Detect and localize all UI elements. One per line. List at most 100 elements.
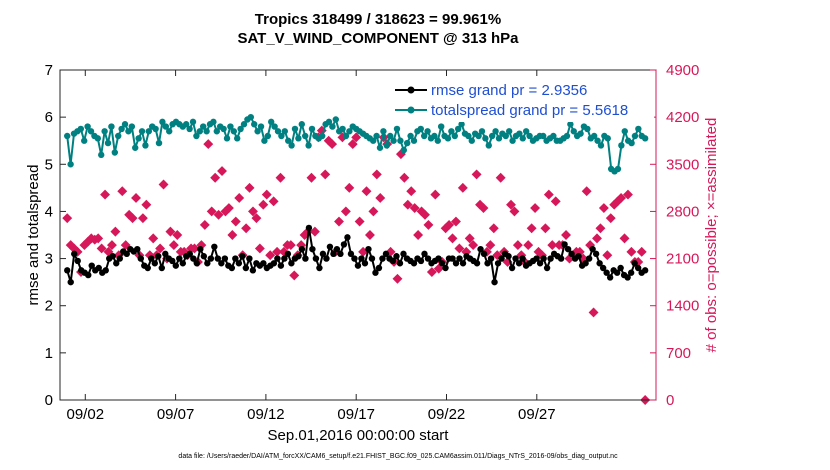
spread-point	[448, 128, 455, 135]
rmse-point	[473, 260, 481, 267]
obs-point	[258, 199, 269, 210]
spread-point	[526, 132, 533, 140]
spread-point	[115, 132, 122, 140]
spread-point	[291, 125, 299, 133]
obs-point	[361, 186, 372, 197]
rmse-point	[449, 255, 456, 262]
rmse-point	[547, 255, 554, 262]
spread-point	[138, 128, 146, 135]
obs-point	[512, 240, 523, 251]
spread-point	[301, 132, 309, 140]
y-left-tick-label: 3	[45, 251, 53, 268]
spread-point	[373, 132, 380, 140]
x-tick-label: 09/22	[428, 406, 466, 423]
spread-point	[213, 128, 221, 135]
obs-point	[110, 226, 121, 237]
rmse-point	[354, 262, 362, 269]
rmse-point	[368, 255, 376, 262]
obs-point	[592, 233, 602, 244]
rmse-line	[66, 226, 646, 284]
spread-point	[210, 118, 217, 126]
rmse-point	[606, 274, 614, 281]
rmse-point	[389, 257, 397, 265]
obs-point	[347, 139, 358, 150]
rmse-point	[193, 260, 201, 267]
obs-point	[261, 189, 272, 200]
obs-point	[454, 243, 465, 254]
spread-point	[125, 128, 132, 135]
obs-point	[623, 189, 633, 200]
obs-point	[344, 182, 355, 193]
rmse-point	[557, 255, 565, 262]
legend-rmse-marker	[407, 86, 415, 94]
spread-point	[570, 128, 577, 135]
spread-point	[142, 142, 149, 149]
rmse-point	[134, 245, 141, 253]
spread-point	[200, 123, 207, 130]
rmse-point	[64, 267, 71, 274]
y-left-tick-label: 7	[45, 62, 53, 79]
spread-point	[444, 135, 452, 142]
spread-point	[240, 121, 248, 128]
spread-point	[67, 161, 74, 168]
x-tick-label: 09/07	[157, 406, 195, 423]
rmse-point	[421, 250, 428, 258]
obs-point	[165, 226, 176, 237]
rmse-point	[589, 245, 596, 253]
rmse-point	[309, 245, 316, 253]
obs-point	[241, 223, 252, 234]
obs-point	[127, 213, 138, 224]
spread-point	[278, 132, 285, 140]
rmse-point	[207, 255, 215, 262]
rmse-point	[379, 255, 386, 262]
spread-point	[295, 135, 302, 142]
rmse-point	[148, 255, 155, 262]
rmse-point	[137, 255, 144, 262]
rmse-point	[512, 255, 519, 262]
obs-point	[93, 233, 104, 244]
spread-point	[594, 137, 601, 144]
legend-box	[390, 78, 654, 122]
spread-point	[458, 121, 465, 128]
spread-point	[509, 137, 516, 144]
rmse-point	[627, 269, 635, 276]
rmse-point	[302, 255, 309, 262]
rmse-point	[116, 255, 123, 262]
spread-point	[318, 132, 326, 140]
spread-point	[478, 128, 486, 135]
obs-point	[96, 243, 107, 254]
spread-point	[159, 118, 166, 126]
rmse-point	[312, 255, 320, 262]
rmse-point	[211, 243, 218, 250]
spread-point	[223, 135, 231, 142]
rmse-point	[358, 255, 365, 262]
rmse-point	[186, 250, 194, 258]
spread-point	[84, 123, 91, 130]
spread-point	[502, 132, 509, 140]
rmse-point	[326, 243, 334, 250]
spread-point	[162, 123, 170, 130]
obs-point	[210, 172, 221, 183]
rmse-point	[484, 260, 491, 267]
rmse-point	[505, 253, 512, 260]
rmse-point	[281, 255, 288, 262]
spread-point	[298, 121, 305, 128]
obs-point	[272, 246, 283, 257]
spread-point	[393, 125, 401, 133]
rmse-point	[144, 264, 151, 272]
spread-point	[641, 135, 649, 142]
obs-point	[223, 203, 234, 214]
rmse-point	[400, 250, 407, 258]
obs-point	[155, 243, 166, 254]
obs-point	[402, 199, 413, 210]
spread-point	[183, 121, 190, 128]
obs-point	[131, 193, 141, 203]
obs-point	[619, 233, 630, 244]
spread-point	[604, 135, 611, 142]
obs-point	[506, 199, 516, 210]
y-right-tick-label: 1400	[666, 298, 699, 315]
x-tick-label: 09/27	[518, 406, 556, 423]
spread-point	[584, 125, 591, 133]
spread-point	[437, 123, 445, 130]
rmse-point	[487, 255, 495, 262]
